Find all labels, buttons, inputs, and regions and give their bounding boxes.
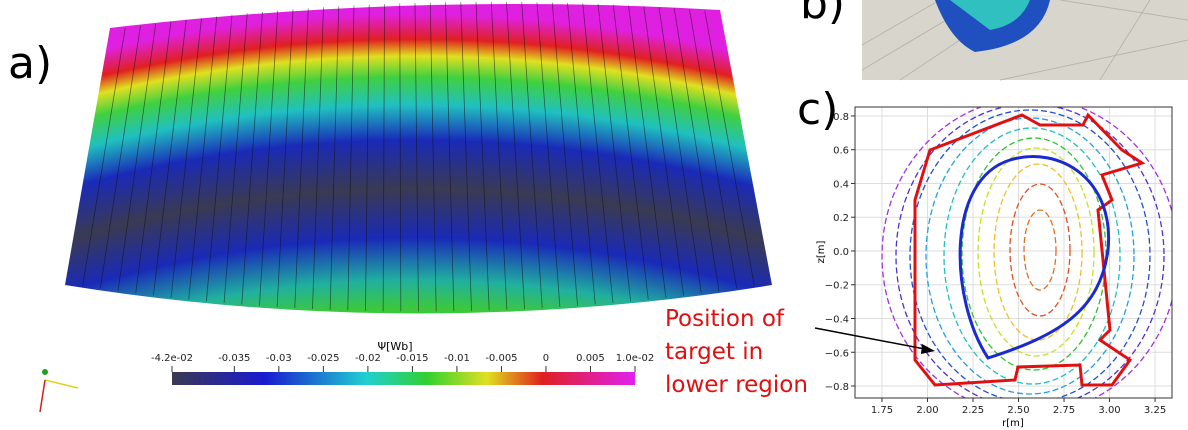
annotation-line: Position of — [665, 306, 785, 332]
colorbar-tick-label: 0.005 — [576, 353, 605, 364]
colorbar-tick-label: -0.005 — [485, 353, 517, 364]
y-tick-label: 0.4 — [833, 179, 849, 190]
colorbar — [172, 372, 635, 385]
x-tick-label: 1.75 — [871, 405, 893, 416]
annotation-line: target in — [665, 339, 763, 365]
colorbar-tick-label: 1.0e-02 — [616, 353, 654, 364]
panel-label: b) — [800, 0, 845, 29]
flux-surface-render — [65, 4, 772, 314]
contour — [962, 138, 1106, 370]
figure: a) Ψ[Wb] b) c) r[m] z[m] Position of targ… — [0, 0, 1188, 430]
contour — [978, 148, 1094, 356]
x-tick-label: 2.50 — [1007, 405, 1029, 416]
annotation: Position of target in lower region — [665, 306, 808, 398]
y-tick-label: −0.6 — [825, 348, 849, 359]
contour — [1024, 210, 1056, 290]
colorbar-tick-label: -0.025 — [307, 353, 339, 364]
triad-z — [40, 380, 45, 412]
y-tick-label: −0.8 — [825, 382, 849, 393]
colorbar-tick-label: -4.2e-02 — [151, 353, 193, 364]
x-tick-label: 2.00 — [916, 405, 938, 416]
y-tick-label: 0.8 — [833, 112, 849, 123]
panel-label: c) — [797, 84, 838, 135]
colorbar-tick-label: -0.02 — [355, 353, 381, 364]
x-tick-label: 2.75 — [1053, 405, 1075, 416]
y-tick-label: 0.0 — [833, 247, 849, 258]
y-tick-label: 0.2 — [833, 213, 849, 224]
x-tick-label: 3.00 — [1098, 405, 1120, 416]
y-tick-label: −0.2 — [825, 281, 849, 292]
panel-b-render — [862, 0, 1188, 80]
y-tick-label: −0.4 — [825, 314, 849, 325]
contour — [994, 164, 1082, 340]
x-tick-label: 3.25 — [1144, 405, 1166, 416]
colorbar-tick-label: -0.015 — [396, 353, 428, 364]
y-tick-label: 0.6 — [833, 146, 849, 157]
separatrix — [960, 157, 1108, 358]
axis-triad — [40, 369, 78, 412]
x-axis-label: r[m] — [1002, 418, 1024, 429]
x-tick-label: 2.25 — [962, 405, 984, 416]
y-axis-label: z[m] — [816, 241, 827, 264]
colorbar-tick-label: -0.035 — [218, 353, 250, 364]
colorbar-tick-label: -0.03 — [266, 353, 292, 364]
colorbar-tick-label: -0.01 — [444, 353, 470, 364]
arrow — [815, 328, 930, 350]
colorbar-tick-label: 0 — [543, 353, 549, 364]
triad-y — [42, 369, 48, 375]
triad-x — [45, 380, 78, 388]
annotation-line: lower region — [665, 372, 808, 398]
colorbar-title: Ψ[Wb] — [377, 340, 412, 353]
page: {"panels": {"a": "a)", "b": "b)", "c": "… — [0, 0, 1188, 430]
contour — [910, 110, 1150, 402]
panel-label: a) — [8, 38, 52, 89]
